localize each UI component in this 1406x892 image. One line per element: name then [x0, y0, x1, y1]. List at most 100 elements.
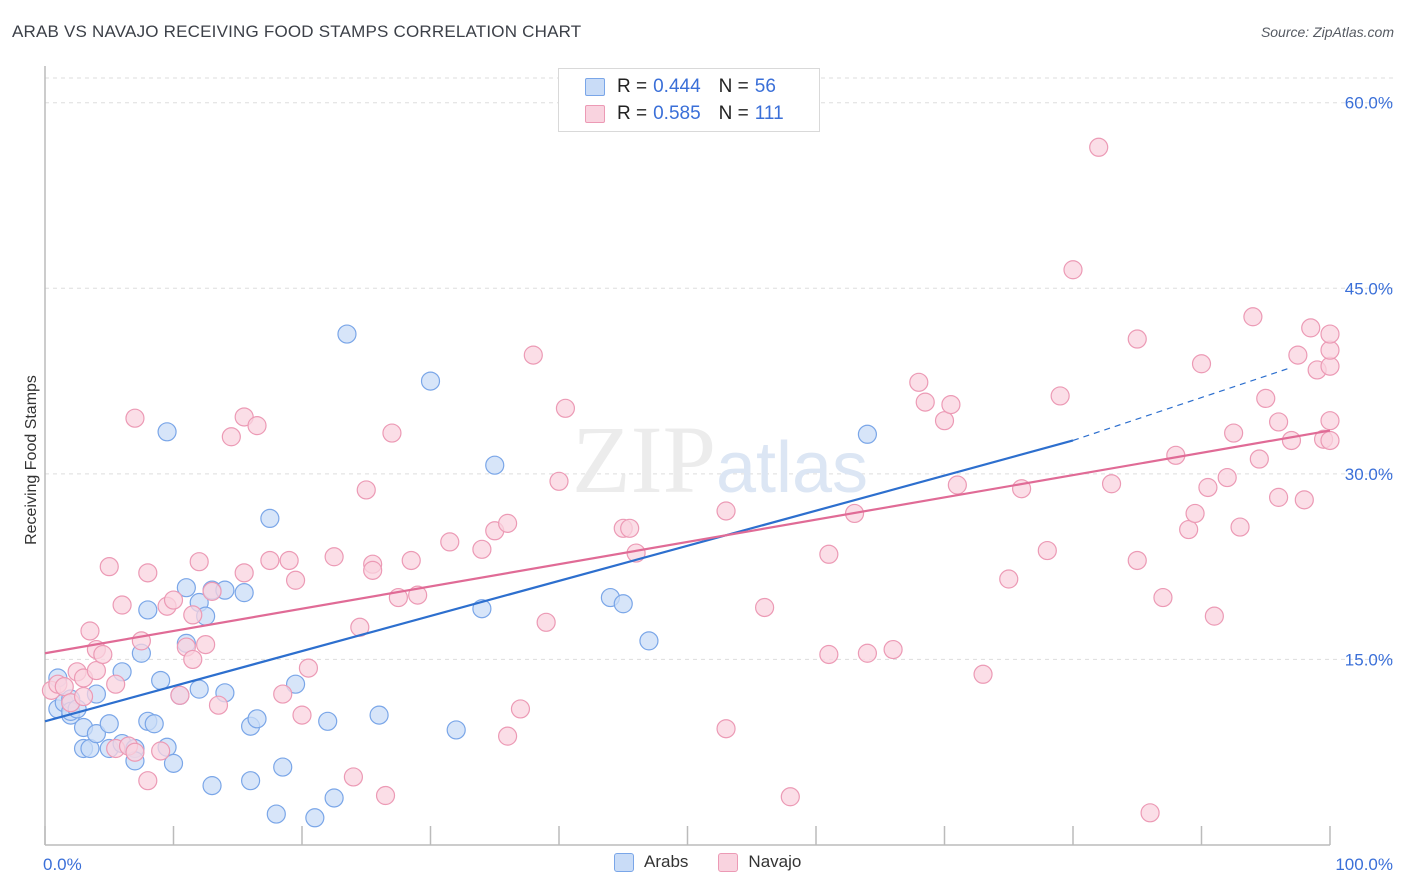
point-navajo [1243, 307, 1263, 327]
point-navajo [112, 595, 132, 615]
point-navajo [408, 585, 428, 605]
point-navajo [941, 394, 961, 415]
point-navajo [498, 513, 518, 533]
point-arabs [639, 631, 659, 651]
legend-row-arabs: R = 0.444 N = 56 [585, 74, 776, 100]
source-label: Source: ZipAtlas.com [1260, 24, 1394, 40]
point-navajo [973, 664, 993, 684]
legend-n-label: N = [718, 76, 749, 97]
point-navajo [915, 392, 935, 412]
point-navajo [1320, 324, 1340, 344]
y-tick-label: 60.0% [1345, 94, 1393, 113]
point-navajo [1224, 423, 1244, 443]
point-arabs [485, 455, 505, 475]
point-navajo [1191, 354, 1212, 374]
point-navajo [183, 605, 203, 625]
point-navajo [1320, 356, 1340, 376]
point-navajo [356, 480, 376, 500]
point-navajo [138, 563, 158, 583]
point-navajo [536, 612, 556, 632]
point-navajo [54, 677, 74, 697]
point-navajo [1179, 519, 1199, 540]
legend-label-arabs: Arabs [644, 852, 689, 871]
point-navajo [1249, 449, 1269, 469]
point-navajo [999, 569, 1019, 589]
point-arabs [305, 808, 325, 828]
legend-swatch-navajo [585, 105, 605, 123]
point-navajo [1063, 260, 1083, 280]
watermark: ZIPatlas [572, 406, 868, 513]
point-arabs [446, 720, 466, 740]
point-navajo [1294, 490, 1314, 510]
point-navajo [510, 699, 531, 719]
point-navajo [125, 408, 145, 428]
point-navajo [1140, 803, 1160, 823]
point-arabs [176, 578, 196, 598]
legend-r-value: 0.585 [653, 103, 701, 124]
point-arabs [273, 757, 293, 777]
point-navajo [151, 741, 171, 761]
legend-box: R = 0.444 N = 56 R = 0.585 N = 111 [558, 68, 820, 132]
trendline-arabs [44, 439, 1074, 723]
legend-n-label: N = [718, 103, 749, 124]
legend-r-label: R = [617, 76, 648, 97]
point-navajo [1301, 318, 1321, 338]
point-navajo [273, 684, 293, 704]
point-navajo [375, 785, 396, 806]
point-navajo [343, 767, 363, 787]
point-navajo [1050, 386, 1070, 406]
point-arabs [151, 670, 171, 691]
legend-item-arabs: Arabs [614, 852, 688, 872]
point-navajo [324, 547, 344, 567]
point-navajo [382, 423, 402, 443]
point-navajo [99, 557, 119, 577]
x-tick-label-min: 0.0% [43, 855, 82, 874]
series-legend: Arabs Navajo [614, 852, 831, 872]
point-navajo [1153, 587, 1173, 608]
point-navajo [947, 475, 967, 495]
point-navajo [106, 674, 126, 694]
point-navajo [1281, 430, 1302, 451]
point-arabs [420, 371, 441, 391]
point-arabs [99, 714, 119, 734]
trendline-navajo [44, 429, 1331, 655]
point-arabs [337, 324, 357, 344]
point-navajo [247, 416, 267, 436]
point-navajo [80, 621, 100, 641]
point-navajo [363, 560, 383, 580]
point-navajo [292, 705, 312, 725]
point-navajo [440, 532, 460, 552]
point-navajo [620, 518, 640, 538]
point-navajo [1217, 467, 1237, 488]
x-tick-label-max: 100.0% [1335, 855, 1393, 874]
point-navajo [138, 771, 158, 791]
point-navajo [549, 471, 569, 491]
point-navajo [93, 644, 113, 665]
chart-title: ARAB VS NAVAJO RECEIVING FOOD STAMPS COR… [12, 22, 582, 41]
point-arabs [202, 776, 222, 796]
legend-label-navajo: Navajo [748, 852, 802, 871]
legend-item-navajo: Navajo [718, 852, 801, 872]
point-navajo [1288, 345, 1308, 365]
point-arabs [318, 711, 338, 731]
point-arabs [369, 705, 389, 725]
point-navajo [221, 427, 241, 447]
legend-n-value: 56 [754, 76, 776, 97]
point-navajo [498, 726, 518, 746]
point-arabs [857, 424, 878, 444]
point-navajo [189, 552, 209, 572]
point-navajo [716, 719, 736, 739]
point-navajo [1198, 477, 1218, 498]
point-navajo [555, 398, 576, 418]
point-arabs [163, 753, 184, 773]
point-navajo [1320, 411, 1340, 431]
point-navajo [298, 658, 319, 678]
point-navajo [86, 660, 107, 681]
point-navajo [1320, 340, 1340, 360]
point-navajo [208, 695, 229, 715]
point-navajo [883, 639, 903, 660]
point-navajo [1320, 430, 1340, 451]
legend-r-value: 0.444 [653, 76, 701, 97]
point-navajo [401, 550, 421, 571]
